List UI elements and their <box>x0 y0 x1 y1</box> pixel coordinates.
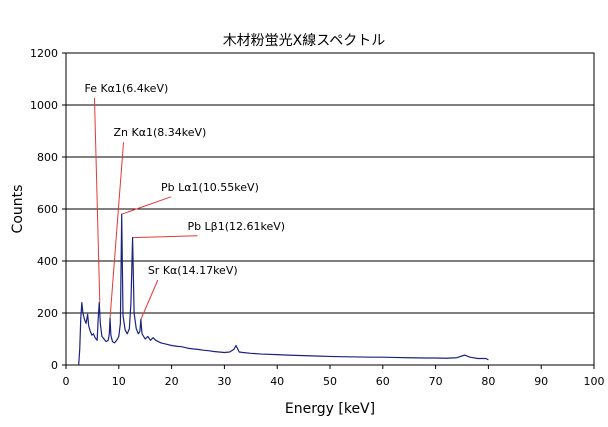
x-tick-label: 20 <box>165 375 179 388</box>
annotation-leader-line <box>109 142 125 319</box>
chart-title: 木材粉蛍光X線スペクトル <box>223 33 386 49</box>
y-tick-label: 600 <box>37 203 58 216</box>
spectrum-line <box>78 213 489 366</box>
x-tick-label: 0 <box>63 375 70 388</box>
grid-layer <box>66 104 594 314</box>
annotation-leader-line <box>93 97 101 303</box>
x-tick-label: 30 <box>217 375 231 388</box>
x-tick-label: 50 <box>323 375 337 388</box>
y-tick-label: 800 <box>37 151 58 164</box>
y-tick-label: 400 <box>37 255 58 268</box>
x-axis-label: Energy [keV] <box>285 401 375 417</box>
tick-layer: 0 200 400 600 800 1000 1200 0 10 20 30 40 50 60 70 80 90… <box>30 47 605 388</box>
x-tick-label: 70 <box>429 375 443 388</box>
y-tick-label: 1200 <box>30 47 58 60</box>
y-tick-label: 0 <box>51 359 58 372</box>
annotation-label: Pb Lα1(10.55keV) <box>161 181 259 194</box>
annotation-label: Fe Kα1(6.4keV) <box>84 82 168 95</box>
annotation-label: Zn Kα1(8.34keV) <box>114 126 207 139</box>
annotation-label: Pb Lβ1(12.61keV) <box>187 220 285 233</box>
x-tick-label: 40 <box>270 375 284 388</box>
y-tick-label: 200 <box>37 307 58 320</box>
annotation-leader-line <box>132 235 198 239</box>
x-tick-label: 80 <box>481 375 495 388</box>
x-tick-label: 10 <box>112 375 126 388</box>
x-tick-label: 90 <box>534 375 548 388</box>
annotation-layer: Fe Kα1(6.4keV) Zn Kα1(8.34keV) Pb Lα1(10.5… <box>84 82 285 320</box>
annotation-leader-line <box>121 196 172 215</box>
x-tick-label: 60 <box>376 375 390 388</box>
annotation-label: Sr Kα(14.17keV) <box>148 264 238 277</box>
annotation-leader-line <box>140 279 159 320</box>
series-layer <box>78 213 489 366</box>
y-tick-label: 1000 <box>30 99 58 112</box>
y-axis-label: Counts <box>10 185 26 234</box>
x-tick-label: 100 <box>584 375 605 388</box>
